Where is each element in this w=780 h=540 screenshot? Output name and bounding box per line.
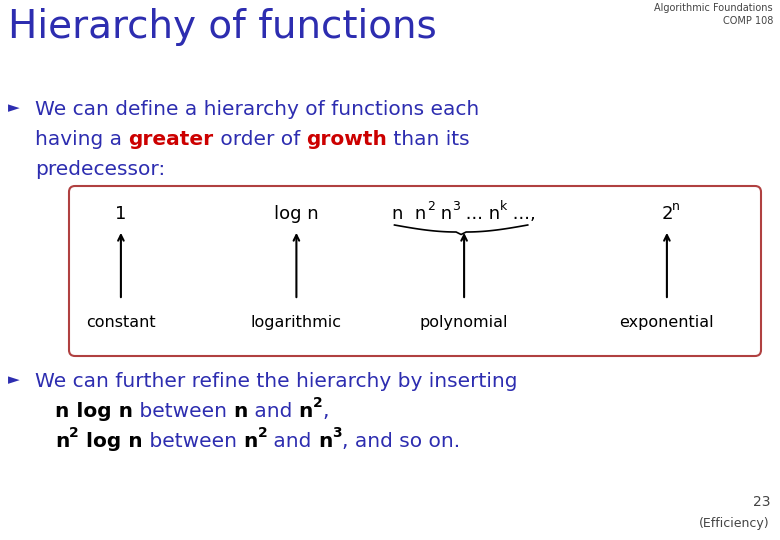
Text: n: n <box>55 432 69 451</box>
Text: Algorithmic Foundations
COMP 108: Algorithmic Foundations COMP 108 <box>654 3 773 26</box>
Text: polynomial: polynomial <box>420 315 509 330</box>
Text: , and so on.: , and so on. <box>342 432 460 451</box>
Text: between: between <box>143 432 243 451</box>
Text: 2: 2 <box>69 426 79 440</box>
Text: 23: 23 <box>753 495 770 509</box>
Text: logarithmic: logarithmic <box>251 315 342 330</box>
Text: n: n <box>672 200 680 213</box>
Text: 1: 1 <box>115 205 126 223</box>
Text: growth: growth <box>306 130 387 149</box>
Text: greater: greater <box>129 130 214 149</box>
Text: We can further refine the hierarchy by inserting: We can further refine the hierarchy by i… <box>35 372 517 391</box>
Text: having a: having a <box>35 130 129 149</box>
Text: exponential: exponential <box>619 315 714 330</box>
Text: and: and <box>268 432 318 451</box>
Text: 2: 2 <box>662 205 673 223</box>
Text: log n: log n <box>79 432 143 451</box>
Text: n: n <box>299 402 313 421</box>
Text: log n: log n <box>274 205 319 223</box>
Text: Hierarchy of functions: Hierarchy of functions <box>8 8 437 46</box>
Text: n: n <box>434 205 452 223</box>
Text: We can define a hierarchy of functions each: We can define a hierarchy of functions e… <box>35 100 479 119</box>
Text: ...,: ..., <box>507 205 536 223</box>
Text: (Efficiency): (Efficiency) <box>700 517 770 530</box>
Text: 2: 2 <box>427 200 434 213</box>
Text: ►: ► <box>8 372 20 387</box>
Text: than its: than its <box>387 130 470 149</box>
Text: 2: 2 <box>313 396 323 410</box>
Text: ... n: ... n <box>459 205 500 223</box>
Text: n: n <box>318 432 332 451</box>
Text: between: between <box>133 402 233 421</box>
Text: 3: 3 <box>332 426 342 440</box>
Text: ,: , <box>323 402 329 421</box>
Text: n  n: n n <box>392 205 427 223</box>
Text: 2: 2 <box>257 426 268 440</box>
Text: n: n <box>233 402 248 421</box>
Text: n log n: n log n <box>55 402 133 421</box>
Text: order of: order of <box>214 130 306 149</box>
Text: k: k <box>500 200 507 213</box>
Text: constant: constant <box>86 315 156 330</box>
Text: predecessor:: predecessor: <box>35 160 165 179</box>
Text: n: n <box>243 432 257 451</box>
FancyBboxPatch shape <box>69 186 761 356</box>
Text: and: and <box>248 402 299 421</box>
Text: 3: 3 <box>452 200 459 213</box>
Text: ►: ► <box>8 100 20 115</box>
